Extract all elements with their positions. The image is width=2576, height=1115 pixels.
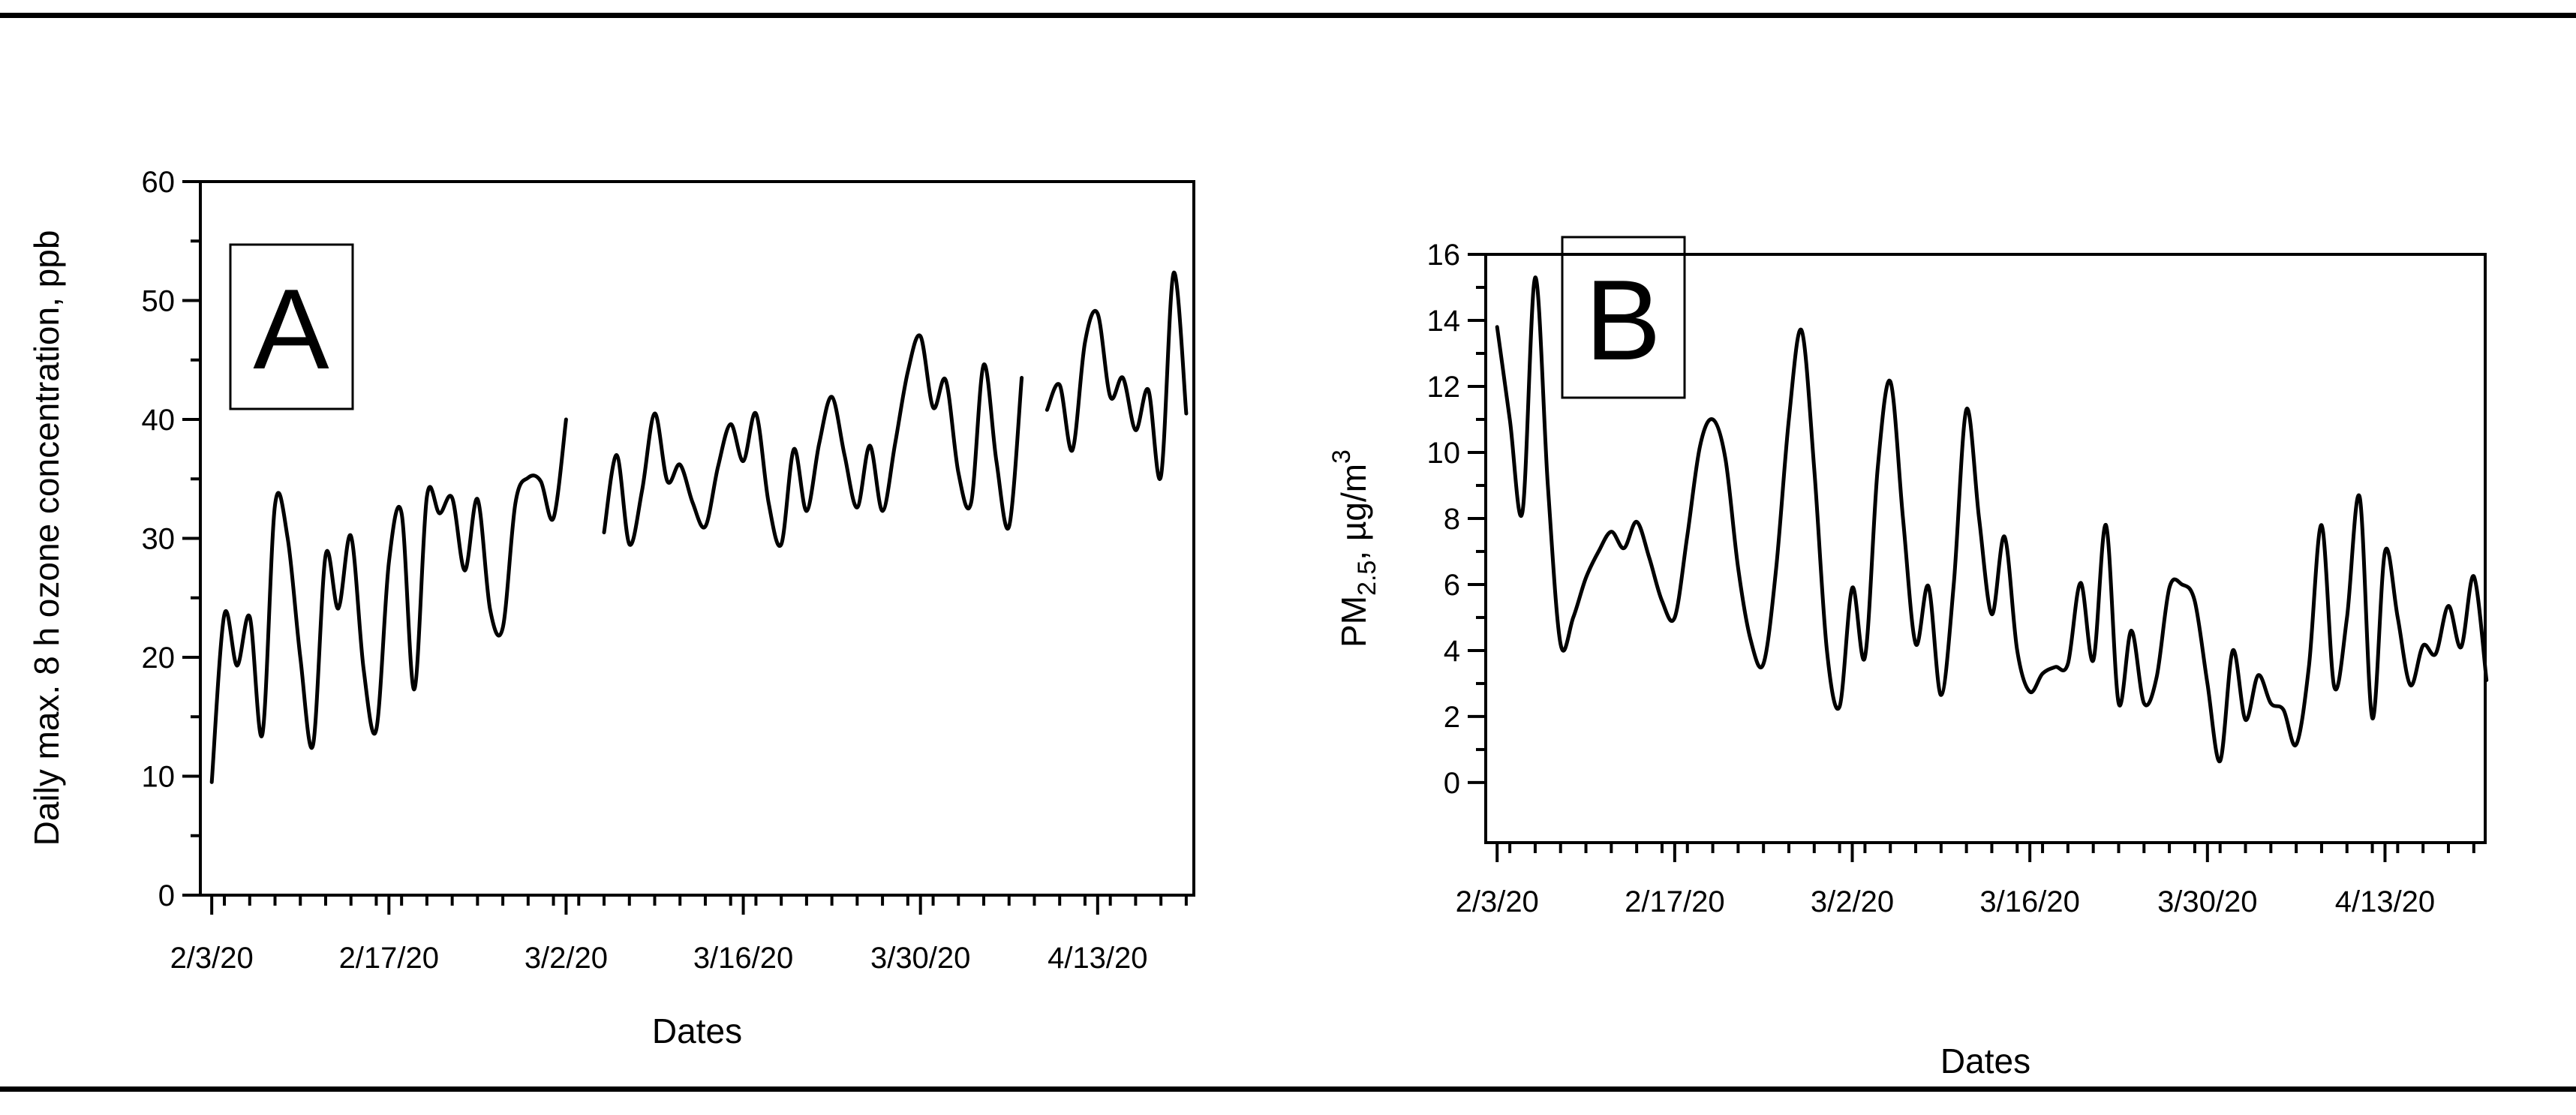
units-text: , µg/m bbox=[1334, 464, 1373, 561]
panel-b-label-box bbox=[1561, 236, 1686, 399]
x-tick-label: 2/17/20 bbox=[339, 942, 439, 975]
y-tick-label: 0 bbox=[1444, 767, 1460, 800]
x-tick-label: 3/2/20 bbox=[1811, 885, 1894, 918]
panel-b-x-axis-label: Dates bbox=[1940, 1041, 2030, 1080]
y-tick-label: 40 bbox=[142, 404, 176, 437]
bottom-rule bbox=[0, 1086, 2576, 1092]
y-tick-label: 16 bbox=[1427, 239, 1461, 272]
y-tick-label: 12 bbox=[1427, 371, 1461, 404]
y-tick-label: 2 bbox=[1444, 701, 1460, 734]
x-tick-label: 4/13/20 bbox=[2335, 885, 2435, 918]
top-rule bbox=[0, 13, 2576, 18]
y-tick-label: 60 bbox=[142, 166, 176, 199]
y-tick-label: 30 bbox=[142, 523, 176, 556]
y-tick-label: 8 bbox=[1444, 503, 1460, 536]
x-tick-label: 2/17/20 bbox=[1625, 885, 1724, 918]
y-tick-label: 0 bbox=[158, 879, 175, 912]
y-tick-label: 20 bbox=[142, 642, 176, 675]
data-line-panel-b bbox=[1495, 275, 2489, 763]
y-tick-label: 4 bbox=[1444, 635, 1460, 668]
x-tick-label: 3/30/20 bbox=[2157, 885, 2257, 918]
x-tick-label: 3/30/20 bbox=[870, 942, 970, 975]
panel-a-x-axis-label: Dates bbox=[652, 1011, 742, 1050]
pm-text: PM bbox=[1334, 596, 1373, 648]
y-tick-label: 6 bbox=[1444, 569, 1460, 602]
y-tick-label: 50 bbox=[142, 285, 176, 318]
panel-a-y-axis-label: Daily max. 8 h ozone concentration, ppb bbox=[27, 230, 66, 846]
units-superscript: 3 bbox=[1327, 449, 1356, 464]
x-tick-label: 3/16/20 bbox=[1979, 885, 2079, 918]
x-tick-label: 3/16/20 bbox=[693, 942, 793, 975]
x-tick-label: 4/13/20 bbox=[1048, 942, 1147, 975]
y-tick-label: 14 bbox=[1427, 305, 1461, 338]
panel-b-y-axis-label: PM2.5, µg/m3 bbox=[1327, 449, 1381, 648]
y-tick-label: 10 bbox=[1427, 437, 1461, 470]
data-line-panel-a bbox=[209, 271, 1189, 784]
panel-a: Daily max. 8 h ozone concentration, ppb … bbox=[27, 166, 1195, 1050]
x-tick-label: 2/3/20 bbox=[1456, 885, 1539, 918]
plot-frame bbox=[1484, 253, 2487, 844]
panel-a-label-box bbox=[229, 243, 354, 410]
x-tick-label: 3/2/20 bbox=[525, 942, 608, 975]
y-tick-label: 10 bbox=[142, 761, 176, 794]
panel-a-label: A bbox=[253, 266, 329, 393]
x-tick-label: 2/3/20 bbox=[170, 942, 254, 975]
pm-subscript: 2.5 bbox=[1353, 561, 1381, 596]
panel-b-label: B bbox=[1585, 257, 1661, 384]
panel-b: PM2.5, µg/m3 Dates B 0 2 4 6 8 10 12 14 16 2/3/20… bbox=[1327, 236, 2489, 1080]
